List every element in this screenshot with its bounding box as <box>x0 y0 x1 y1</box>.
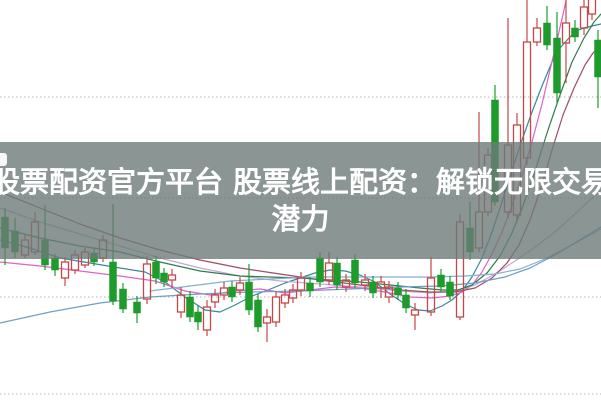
banner-title-line1: 股票配资官方平台 股票线上配资：解锁无限交易 <box>0 164 601 199</box>
banner-left-glyph <box>0 153 7 166</box>
promo-banner: 股票配资官方平台 股票线上配资：解锁无限交易 潜力 <box>0 142 601 259</box>
banner-title-line2: 潜力 <box>271 201 330 236</box>
